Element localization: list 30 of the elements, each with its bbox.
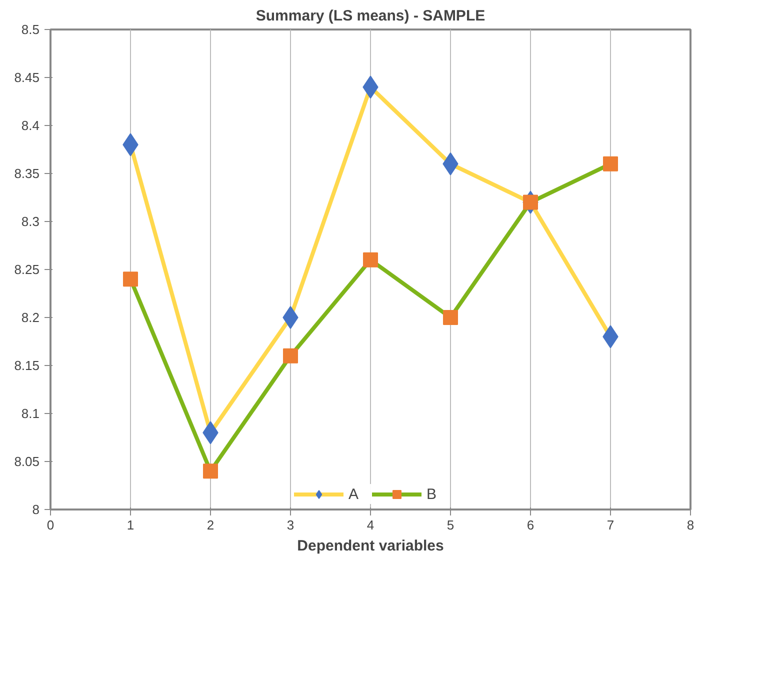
x-tick-label: 6	[526, 518, 534, 532]
y-tick-label: 8.25	[14, 262, 40, 277]
point	[203, 464, 218, 479]
y-tick-label: 8.1	[21, 406, 40, 421]
y-tick-label: 8.4	[21, 118, 40, 133]
point	[443, 310, 458, 325]
x-tick-label: 0	[46, 518, 54, 532]
x-tick-label: 2	[206, 518, 214, 532]
y-tick-label: 8.5	[21, 22, 40, 37]
point	[363, 252, 378, 268]
point	[123, 272, 138, 287]
x-tick-label: 8	[686, 518, 694, 532]
y-tick-label: 8.3	[21, 214, 40, 229]
x-tick-label: 5	[446, 518, 454, 532]
x-tick-label: 1	[126, 518, 134, 532]
y-tick-label: 8.2	[21, 310, 40, 325]
legend-label: B	[426, 486, 438, 502]
y-tick-label: 8.45	[14, 70, 40, 85]
legend-label: A	[348, 486, 360, 502]
y-tick-label: 8.05	[14, 454, 40, 469]
x-tick-label: 4	[366, 518, 374, 532]
point	[283, 348, 298, 364]
y-tick-label: 8	[32, 502, 40, 517]
y-tick-label: 8.15	[14, 358, 40, 373]
chart-title: Summary (LS means) - SAMPLE	[256, 8, 486, 24]
x-tick-label: 3	[286, 518, 294, 532]
y-tick-label: 8.35	[14, 166, 40, 181]
point	[603, 156, 618, 172]
x-axis-title: Dependent variables	[297, 538, 444, 554]
x-tick-label: 7	[606, 518, 614, 532]
